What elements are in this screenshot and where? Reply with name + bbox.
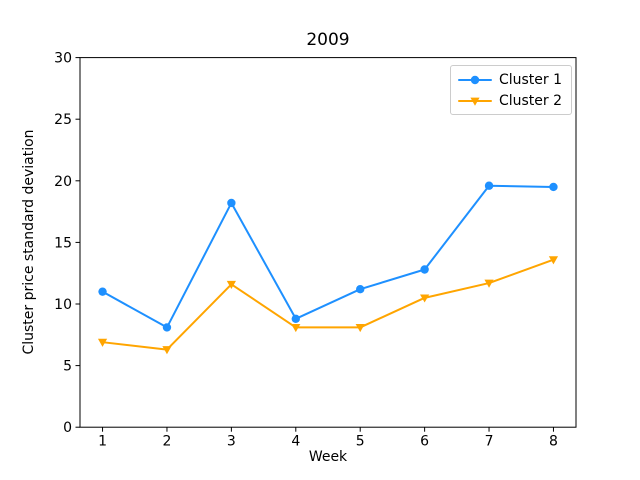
x-axis-label: Week bbox=[308, 449, 348, 465]
x-tick-label: 2 bbox=[163, 434, 172, 450]
legend-line-triangle-down-icon bbox=[457, 97, 492, 106]
legend-label-cluster-2: Cluster 2 bbox=[498, 92, 562, 109]
series-1-point-week-1 bbox=[98, 287, 107, 296]
legend-sample-marker bbox=[470, 75, 480, 84]
series-1-point-week-6 bbox=[420, 265, 429, 274]
y-tick-label: 5 bbox=[63, 359, 72, 375]
x-tick-label: 8 bbox=[549, 434, 558, 450]
series-1-point-week-3 bbox=[227, 198, 236, 208]
y-tick-label: 0 bbox=[63, 420, 72, 436]
chart-title: 2009 bbox=[306, 30, 350, 50]
series-2-point-week-6 bbox=[420, 294, 430, 303]
y-tick-label: 15 bbox=[54, 235, 72, 251]
y-tick-label: 10 bbox=[54, 297, 72, 313]
series-line-2 bbox=[101, 258, 555, 351]
series-2-point-week-1 bbox=[97, 338, 108, 347]
x-tick-label: 6 bbox=[420, 434, 429, 450]
series-line-1 bbox=[101, 184, 555, 329]
legend: Cluster 1 Cluster 2 bbox=[449, 65, 572, 115]
y-axis-label: Cluster price standard deviation bbox=[21, 129, 37, 355]
x-tick-label: 7 bbox=[485, 434, 494, 450]
y-tick-label: 30 bbox=[54, 51, 72, 67]
series-1-point-week-7 bbox=[484, 181, 494, 190]
series-1-point-week-8 bbox=[549, 182, 558, 192]
series-2-point-week-4 bbox=[291, 324, 301, 333]
legend-item-cluster-1: Cluster 1 bbox=[457, 70, 562, 89]
series-2-point-week-5 bbox=[355, 324, 365, 333]
legend-item-cluster-2: Cluster 2 bbox=[457, 91, 562, 110]
series-1-point-week-5 bbox=[356, 285, 365, 294]
series-2-point-week-3 bbox=[226, 280, 236, 289]
series-1-point-week-2 bbox=[162, 323, 172, 332]
series-2-point-week-7 bbox=[484, 279, 494, 288]
series-2-point-week-8 bbox=[548, 256, 559, 265]
x-tick-label: 1 bbox=[98, 434, 107, 450]
legend-line-circle-icon bbox=[457, 75, 492, 84]
x-tick-label: 5 bbox=[356, 434, 365, 450]
legend-sample-marker bbox=[470, 97, 480, 106]
y-tick-label: 25 bbox=[54, 112, 72, 128]
y-tick-label: 20 bbox=[54, 174, 72, 190]
series-2-point-week-2 bbox=[162, 346, 172, 355]
x-tick-label: 3 bbox=[227, 434, 236, 450]
legend-label-cluster-1: Cluster 1 bbox=[498, 71, 562, 88]
series-1-point-week-4 bbox=[291, 314, 300, 323]
x-tick-label: 4 bbox=[291, 434, 300, 450]
